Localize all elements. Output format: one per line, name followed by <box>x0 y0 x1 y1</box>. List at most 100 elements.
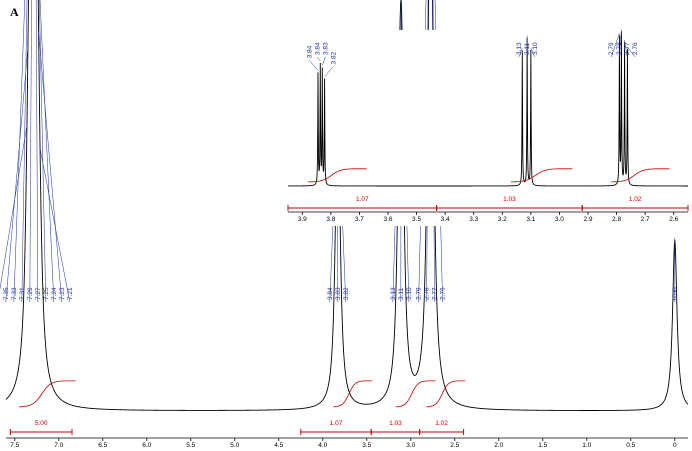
inset-expansion-panel: 1.07 1.03 1.023.9 3.8 3.7 3.6 3.5 3.4 3.3 3.2 3.1 3… <box>287 29 689 226</box>
integral-curve <box>333 380 373 408</box>
integral-curve <box>395 380 436 408</box>
integral-curve <box>610 168 670 183</box>
spectrum-trace <box>5 0 689 411</box>
x-tick-label: 3.2 <box>498 216 507 223</box>
integral-value: 1.07 <box>330 420 343 427</box>
x-tick-label: 3.8 <box>326 216 335 223</box>
peak-leader <box>29 0 32 303</box>
peak-label: 7.31 <box>19 287 26 300</box>
panel-label: A <box>10 5 19 19</box>
peak-leader <box>38 30 63 303</box>
x-tick-label: 3.5 <box>412 216 421 223</box>
x-tick-label: 7.5 <box>10 442 19 449</box>
peak-label: 3.83 <box>335 287 342 300</box>
peak-label: 7.21 <box>67 287 74 300</box>
peak-label: 3.82 <box>330 51 337 64</box>
peak-label: 3.82 <box>343 287 350 300</box>
peak-leader <box>0 124 28 291</box>
x-tick-label: 1.0 <box>582 442 591 449</box>
peak-label: 2.76 <box>440 287 447 300</box>
x-tick-label: 6.0 <box>142 442 151 449</box>
x-tick-label: 5.5 <box>186 442 195 449</box>
peak-leader <box>624 39 628 58</box>
x-tick-label: 3.4 <box>441 216 450 223</box>
integral-value: 1.03 <box>389 420 402 427</box>
x-tick-label: 0.5 <box>626 442 635 449</box>
peak-leader <box>39 0 55 303</box>
x-tick-label: 7.0 <box>54 442 63 449</box>
integral-value: 1.07 <box>356 196 369 203</box>
integral-curve <box>308 168 367 183</box>
spectrum-trace <box>288 31 688 187</box>
x-tick-label: 3.1 <box>526 216 535 223</box>
peak-label: 3.13 <box>390 287 397 300</box>
x-tick-label: 0 <box>673 442 677 449</box>
x-tick-label: 2.9 <box>583 216 592 223</box>
peak-leader <box>322 56 326 66</box>
x-tick-label: 1.5 <box>538 442 547 449</box>
peak-label: 3.84 <box>314 42 321 55</box>
x-tick-label: 6.5 <box>98 442 107 449</box>
x-tick-label: 3.0 <box>406 442 415 449</box>
integral-value: 1.02 <box>435 420 448 427</box>
x-tick-label: 3.5 <box>362 442 371 449</box>
integral-curve <box>510 168 573 183</box>
integral-value: 5.00 <box>35 420 48 427</box>
x-tick-label: 2.0 <box>494 442 503 449</box>
x-tick-label: 4.5 <box>274 442 283 449</box>
peak-label: 3.11 <box>398 287 405 300</box>
peak-label: 3.11 <box>524 42 531 55</box>
peak-label: 2.76 <box>632 42 639 55</box>
x-tick-label: 2.6 <box>669 216 678 223</box>
peak-label: 2.78 <box>616 42 623 55</box>
peak-leader <box>39 0 47 303</box>
peak-label: 2.77 <box>624 42 631 55</box>
peak-label: 2.77 <box>432 287 439 300</box>
x-tick-label: 3.0 <box>555 216 564 223</box>
peak-label: 2.78 <box>424 287 431 300</box>
peak-label: 3.84 <box>306 45 313 58</box>
peak-label: 7.25 <box>43 287 50 300</box>
x-tick-label: 2.7 <box>641 216 650 223</box>
x-tick-label: 2.8 <box>612 216 621 223</box>
integral-value: 1.03 <box>503 196 516 203</box>
x-tick-label: 3.6 <box>383 216 392 223</box>
peak-leader <box>5 46 29 303</box>
peak-label: 3.13 <box>516 42 523 55</box>
peak-label: 3.84 <box>327 287 334 300</box>
peak-label: 7.24 <box>51 287 58 300</box>
peak-leader <box>618 29 622 58</box>
peak-label: 3.10 <box>532 42 539 55</box>
x-tick-label: 2.5 <box>450 442 459 449</box>
peak-leader <box>518 48 523 58</box>
x-tick-label: 5.0 <box>230 442 239 449</box>
peak-leader <box>610 33 620 58</box>
peak-label: 2.79 <box>416 287 423 300</box>
peak-label: 7.23 <box>59 287 66 300</box>
peak-leader <box>309 60 319 71</box>
peak-label: 7.36 <box>0 287 2 300</box>
peak-label: 7.35 <box>3 287 10 300</box>
peak-leader <box>317 56 321 62</box>
integral-curve <box>19 380 76 408</box>
peak-leader <box>324 66 334 77</box>
peak-leader <box>21 0 28 303</box>
peak-leader <box>13 0 26 303</box>
peak-label: 7.27 <box>35 287 42 300</box>
peak-leader <box>35 0 39 303</box>
peak-label: 3.10 <box>406 287 413 300</box>
peak-label: 2.79 <box>608 42 615 55</box>
peak-label: 3.83 <box>322 42 329 55</box>
peak-leader <box>530 47 535 58</box>
x-tick-label: 3.9 <box>298 216 307 223</box>
integral-curve <box>426 380 466 408</box>
x-tick-label: 3.3 <box>469 216 478 223</box>
peak-label: 7.33 <box>11 287 18 300</box>
peak-leader <box>40 149 71 303</box>
peak-label: 0.00 <box>672 287 679 300</box>
peak-label: 7.29 <box>27 287 34 300</box>
integral-value: 1.02 <box>629 196 642 203</box>
peak-leader <box>627 46 636 58</box>
x-tick-label: 3.7 <box>355 216 364 223</box>
